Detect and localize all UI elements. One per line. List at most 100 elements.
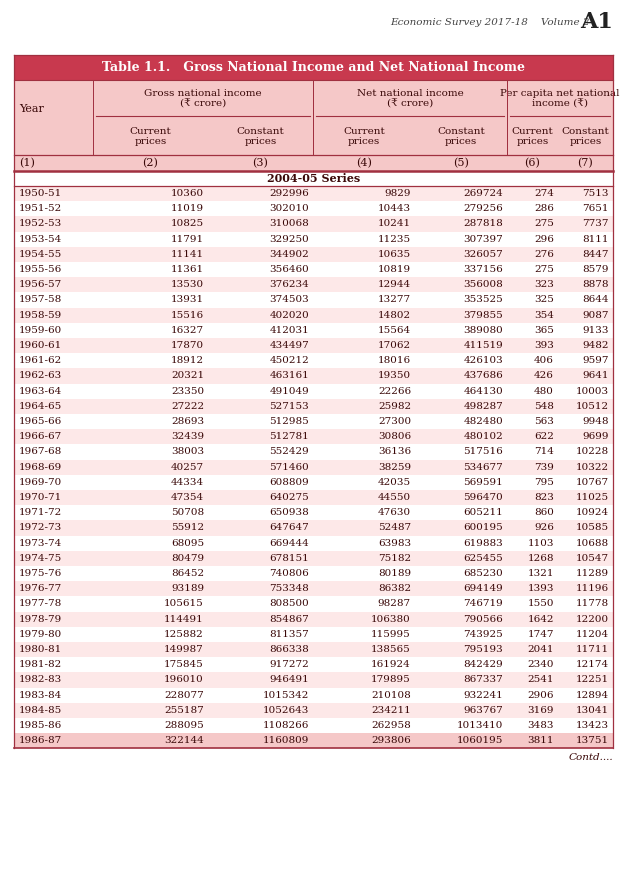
Text: 354: 354 [534,311,554,320]
Text: 269724: 269724 [463,189,503,198]
Text: 1951-52: 1951-52 [19,204,62,213]
Bar [14,55,613,80]
Text: 325: 325 [534,295,554,305]
Text: 353525: 353525 [463,295,503,305]
Text: 1268: 1268 [527,554,554,563]
Text: 293806: 293806 [371,737,411,745]
Text: 426103: 426103 [463,357,503,365]
Text: 114491: 114491 [164,615,204,624]
Text: 11778: 11778 [576,599,609,609]
Bar [14,338,613,353]
Bar [14,384,613,399]
Text: Table 1.1.   Gross National Income and Net National Income: Table 1.1. Gross National Income and Net… [102,61,525,74]
Text: 326057: 326057 [463,250,503,259]
Text: 2041: 2041 [527,645,554,654]
Bar [14,688,613,703]
Text: 823: 823 [534,493,554,502]
Text: 75182: 75182 [378,554,411,563]
Text: 714: 714 [534,448,554,456]
Text: 1980-81: 1980-81 [19,645,62,654]
Text: 15564: 15564 [378,326,411,335]
Text: 1978-79: 1978-79 [19,615,62,624]
Text: 10924: 10924 [576,508,609,518]
Bar [14,505,613,520]
Text: 926: 926 [534,524,554,533]
Text: 27300: 27300 [378,417,411,426]
Text: 9829: 9829 [384,189,411,198]
Text: 262958: 262958 [371,721,411,730]
Text: 743925: 743925 [463,630,503,639]
Text: 9597: 9597 [582,357,609,365]
Text: 596470: 596470 [463,493,503,502]
Text: 337156: 337156 [463,265,503,274]
Bar [14,231,613,247]
Text: 1958-59: 1958-59 [19,311,62,320]
Bar [14,307,613,322]
Text: 10635: 10635 [378,250,411,259]
Text: 10547: 10547 [576,554,609,563]
Text: (5): (5) [453,158,469,168]
Text: 402020: 402020 [269,311,309,320]
Text: 40257: 40257 [171,463,204,471]
Text: 411519: 411519 [463,341,503,350]
Text: 115995: 115995 [371,630,411,639]
Text: 1955-56: 1955-56 [19,265,62,274]
Text: 14802: 14802 [378,311,411,320]
Bar [14,399,613,414]
Text: 105615: 105615 [164,599,204,609]
Text: 1985-86: 1985-86 [19,721,62,730]
Text: 552429: 552429 [269,448,309,456]
Text: 625455: 625455 [463,554,503,563]
Text: 275: 275 [534,265,554,274]
Bar [14,718,613,733]
Text: 1953-54: 1953-54 [19,235,62,244]
Text: 534677: 534677 [463,463,503,471]
Text: 1975-76: 1975-76 [19,569,62,578]
Text: 406: 406 [534,357,554,365]
Text: 434497: 434497 [269,341,309,350]
Text: 356008: 356008 [463,280,503,289]
Text: 15516: 15516 [171,311,204,320]
Text: 23350: 23350 [171,386,204,396]
Text: 12174: 12174 [576,661,609,669]
Text: 275: 275 [534,220,554,229]
Text: 790566: 790566 [463,615,503,624]
Text: 175845: 175845 [164,661,204,669]
Text: 8644: 8644 [582,295,609,305]
Text: 1977-78: 1977-78 [19,599,62,609]
Text: 1060195: 1060195 [456,737,503,745]
Text: 1976-77: 1976-77 [19,584,62,593]
Text: 1961-62: 1961-62 [19,357,62,365]
Text: 2541: 2541 [527,675,554,684]
Text: 80189: 80189 [378,569,411,578]
Bar [14,581,613,597]
Text: 255187: 255187 [164,706,204,715]
Bar [14,414,613,429]
Text: 22266: 22266 [378,386,411,396]
Text: 1108266: 1108266 [263,721,309,730]
Text: 426: 426 [534,371,554,380]
Text: 450212: 450212 [269,357,309,365]
Text: 1967-68: 1967-68 [19,448,62,456]
Text: 795: 795 [534,478,554,487]
Bar [14,460,613,475]
Text: 512781: 512781 [269,432,309,442]
Text: 10322: 10322 [576,463,609,471]
Bar [14,627,613,642]
Text: 63983: 63983 [378,539,411,548]
Text: Current
prices: Current prices [130,126,171,146]
Text: 3483: 3483 [527,721,554,730]
Bar [14,520,613,535]
Text: 17062: 17062 [378,341,411,350]
Text: 12944: 12944 [378,280,411,289]
Text: 746719: 746719 [463,599,503,609]
Text: 9948: 9948 [582,417,609,426]
Text: 42035: 42035 [378,478,411,487]
Text: 548: 548 [534,402,554,411]
Text: 1969-70: 1969-70 [19,478,62,487]
Text: 27222: 27222 [171,402,204,411]
Text: 946491: 946491 [269,675,309,684]
Text: 47354: 47354 [171,493,204,502]
Text: 811357: 811357 [269,630,309,639]
Text: 10819: 10819 [378,265,411,274]
